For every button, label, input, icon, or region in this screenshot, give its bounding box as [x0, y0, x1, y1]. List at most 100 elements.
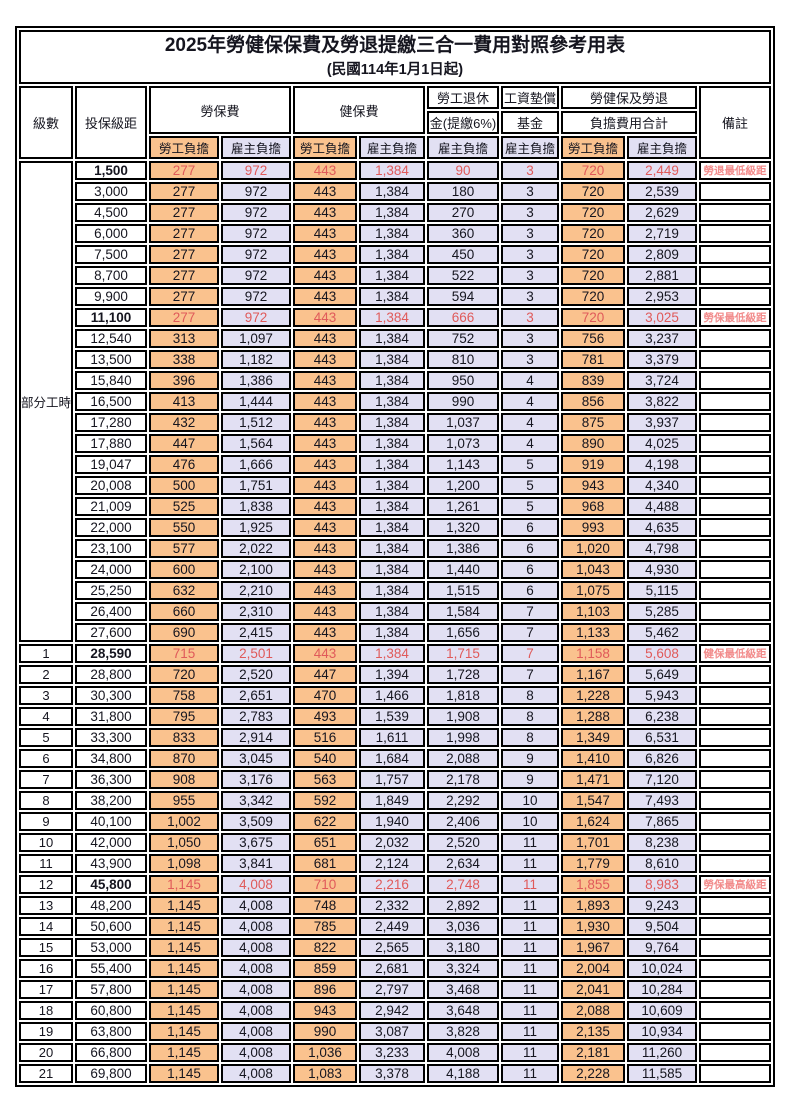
page: 2025年勞健保保費及勞退提繳三合一費用對照參考用表 (民國114年1月1日起)…	[15, 26, 776, 1087]
pension-employer-cell: 990	[427, 392, 500, 411]
total-employee-cell: 1,701	[561, 833, 626, 852]
table-row: 26,400 660 2,310 443 1,384 1,584 7 1,103 5,285	[19, 602, 772, 621]
labor-employer-cell: 4,008	[221, 1064, 292, 1083]
labor-employee-cell: 277	[149, 203, 220, 222]
level-cell: 10	[19, 833, 74, 852]
wagefund-employer-cell: 11	[501, 1064, 560, 1083]
wagefund-employer-cell: 11	[501, 938, 560, 957]
pension-employer-cell: 90	[427, 161, 500, 180]
health-employer-cell: 3,233	[359, 1043, 426, 1062]
labor-employer-cell: 1,925	[221, 518, 292, 537]
health-employee-cell: 748	[293, 896, 358, 915]
level-cell: 7	[19, 770, 74, 789]
table-row: 21,009 525 1,838 443 1,384 1,261 5 968 4,488	[19, 497, 772, 516]
total-employee-cell: 720	[561, 245, 626, 264]
bracket-cell: 45,800	[75, 875, 148, 894]
remark-cell	[699, 455, 772, 474]
remark-cell	[699, 602, 772, 621]
col-group-labor-insurance: 勞保費	[149, 86, 292, 134]
table-row: 8,700 277 972 443 1,384 522 3 720 2,881	[19, 266, 772, 285]
level-cell: 2	[19, 665, 74, 684]
table-row: 8 38,200 955 3,342 592 1,849 2,292 10 1,547 7,493	[19, 791, 772, 810]
bracket-cell: 6,000	[75, 224, 148, 243]
total-employer-cell: 5,943	[627, 686, 698, 705]
wagefund-employer-cell: 3	[501, 308, 560, 327]
table-row: 19,047 476 1,666 443 1,384 1,143 5 919 4,198	[19, 455, 772, 474]
labor-employer-cell: 972	[221, 224, 292, 243]
bracket-cell: 25,250	[75, 581, 148, 600]
health-employee-cell: 443	[293, 224, 358, 243]
bracket-cell: 17,880	[75, 434, 148, 453]
labor-employee-cell: 908	[149, 770, 220, 789]
health-employee-cell: 443	[293, 392, 358, 411]
remark-cell: 勞退最低級距	[699, 161, 772, 180]
bracket-cell: 21,009	[75, 497, 148, 516]
health-employee-cell: 443	[293, 245, 358, 264]
remark-cell	[699, 896, 772, 915]
labor-employee-cell: 432	[149, 413, 220, 432]
labor-employer-cell: 2,022	[221, 539, 292, 558]
pension-employer-cell: 1,440	[427, 560, 500, 579]
level-cell: 19	[19, 1022, 74, 1041]
health-employee-cell: 447	[293, 665, 358, 684]
header-row-groups: 級數 投保級距 勞保費 健保費 勞工退休 工資墊償 勞健保及勞退 備註	[19, 86, 772, 159]
wagefund-employer-cell: 4	[501, 413, 560, 432]
labor-employee-cell: 1,145	[149, 938, 220, 957]
bracket-cell: 1,500	[75, 161, 148, 180]
pension-employer-cell: 4,188	[427, 1064, 500, 1083]
remark-cell: 勞保最低級距	[699, 308, 772, 327]
remark-cell	[699, 266, 772, 285]
total-employer-cell: 11,585	[627, 1064, 698, 1083]
labor-employer-cell: 1,512	[221, 413, 292, 432]
total-employee-cell: 2,228	[561, 1064, 626, 1083]
level-cell: 5	[19, 728, 74, 747]
wagefund-employer-cell: 3	[501, 161, 560, 180]
labor-employer-cell: 2,210	[221, 581, 292, 600]
health-employer-cell: 2,449	[359, 917, 426, 936]
subheader-health-employer: 雇主負擔	[359, 136, 426, 159]
pension-employer-cell: 950	[427, 371, 500, 390]
pension-employer-cell: 2,748	[427, 875, 500, 894]
labor-employer-cell: 2,501	[221, 644, 292, 663]
labor-employer-cell: 2,520	[221, 665, 292, 684]
level-cell: 21	[19, 1064, 74, 1083]
total-employee-cell: 1,349	[561, 728, 626, 747]
labor-employee-cell: 447	[149, 434, 220, 453]
remark-cell	[699, 833, 772, 852]
health-employer-cell: 1,384	[359, 518, 426, 537]
table-row: 2 28,800 720 2,520 447 1,394 1,728 7 1,167 5,649	[19, 665, 772, 684]
bracket-cell: 40,100	[75, 812, 148, 831]
remark-cell	[699, 728, 772, 747]
total-employer-cell: 10,284	[627, 980, 698, 999]
total-employee-cell: 756	[561, 329, 626, 348]
total-employer-cell: 7,120	[627, 770, 698, 789]
health-employee-cell: 443	[293, 518, 358, 537]
level-cell: 17	[19, 980, 74, 999]
labor-employer-cell: 2,415	[221, 623, 292, 642]
health-employee-cell: 896	[293, 980, 358, 999]
labor-employer-cell: 2,651	[221, 686, 292, 705]
subheader-labor-employee: 勞工負擔	[149, 136, 220, 159]
health-employee-cell: 443	[293, 203, 358, 222]
wagefund-employer-cell: 5	[501, 497, 560, 516]
total-employer-cell: 5,649	[627, 665, 698, 684]
table-row: 24,000 600 2,100 443 1,384 1,440 6 1,043 4,930	[19, 560, 772, 579]
wagefund-employer-cell: 5	[501, 476, 560, 495]
pension-employer-cell: 4,008	[427, 1043, 500, 1062]
total-employer-cell: 2,953	[627, 287, 698, 306]
pension-employer-cell: 1,073	[427, 434, 500, 453]
health-employee-cell: 540	[293, 749, 358, 768]
pension-employer-cell: 1,386	[427, 539, 500, 558]
bracket-cell: 53,000	[75, 938, 148, 957]
labor-employee-cell: 720	[149, 665, 220, 684]
pension-employer-cell: 3,468	[427, 980, 500, 999]
health-employer-cell: 1,384	[359, 476, 426, 495]
health-employee-cell: 822	[293, 938, 358, 957]
health-employee-cell: 443	[293, 623, 358, 642]
health-employee-cell: 443	[293, 266, 358, 285]
wagefund-employer-cell: 6	[501, 518, 560, 537]
bracket-cell: 66,800	[75, 1043, 148, 1062]
remark-cell	[699, 497, 772, 516]
wagefund-employer-cell: 7	[501, 623, 560, 642]
pension-employer-cell: 1,998	[427, 728, 500, 747]
